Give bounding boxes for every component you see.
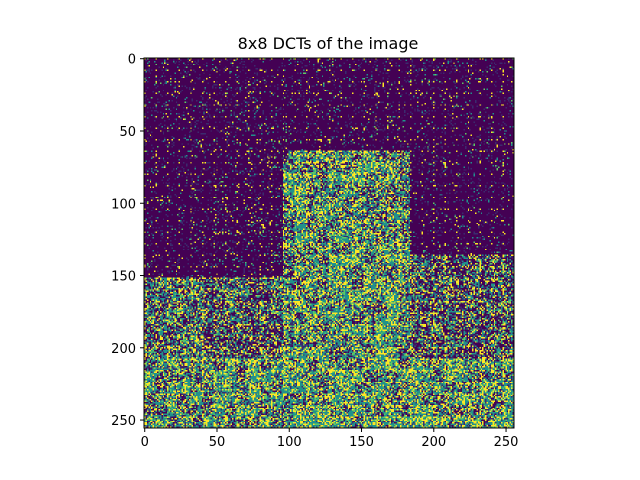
y-tick-label: 0 [128,53,136,68]
x-tick-label: 150 [349,435,374,450]
y-tick-label: 200 [111,342,136,357]
y-tick-label: 250 [111,414,136,429]
y-tick-label: 50 [119,125,136,140]
x-tick-label: 50 [209,435,226,450]
y-tick-label: 100 [111,197,136,212]
plot-area [143,57,515,429]
dct-heatmap-image [144,58,514,428]
chart-title: 8x8 DCTs of the image [238,34,419,53]
x-axis: 0 50 100 150 200 250 [141,428,519,450]
x-tick-label: 0 [141,435,149,450]
x-tick-label: 100 [277,435,302,450]
y-axis: 0 50 100 150 200 250 [111,53,144,429]
y-tick-label: 150 [111,270,136,285]
plot-frame [143,57,515,429]
x-tick-label: 250 [494,435,519,450]
x-tick-label: 200 [421,435,446,450]
